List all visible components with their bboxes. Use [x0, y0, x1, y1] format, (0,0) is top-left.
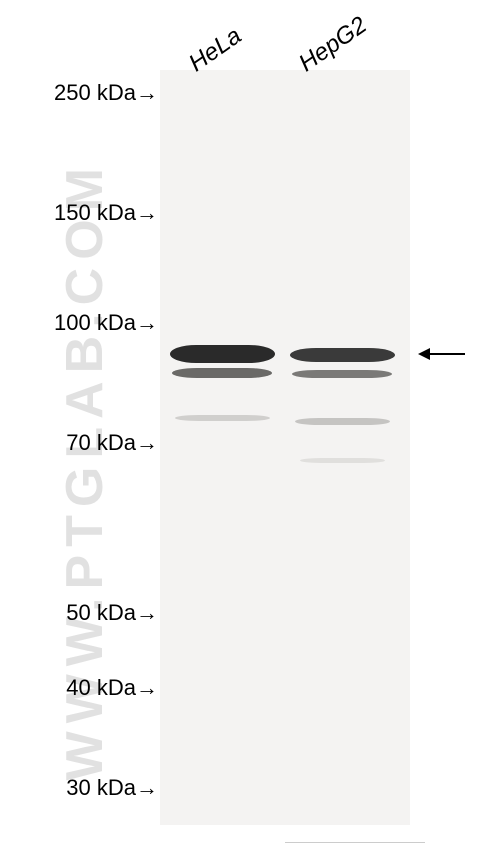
marker-30: 30 kDa→	[66, 775, 158, 801]
band-hepg2-main	[290, 348, 395, 362]
arrow-line	[430, 353, 465, 355]
band-hela-faint	[175, 415, 270, 421]
band-hepg2-faint	[295, 418, 390, 425]
marker-50: 50 kDa→	[66, 600, 158, 626]
marker-40: 40 kDa→	[66, 675, 158, 701]
image-container: WWW.PTGLAB.COM HeLa HepG2 250 kDa→ 150 k…	[0, 0, 500, 850]
band-hela-sub	[172, 368, 272, 378]
blot-membrane	[160, 70, 410, 825]
marker-150: 150 kDa→	[54, 200, 158, 226]
bottom-divider	[285, 842, 425, 843]
marker-70: 70 kDa→	[66, 430, 158, 456]
band-hela-main	[170, 345, 275, 363]
band-hepg2-faint2	[300, 458, 385, 463]
band-hepg2-sub	[292, 370, 392, 378]
target-arrow	[418, 348, 465, 360]
lane-label-hepg2: HepG2	[294, 11, 372, 78]
arrow-head-icon	[418, 348, 430, 360]
marker-250: 250 kDa→	[54, 80, 158, 106]
marker-100: 100 kDa→	[54, 310, 158, 336]
